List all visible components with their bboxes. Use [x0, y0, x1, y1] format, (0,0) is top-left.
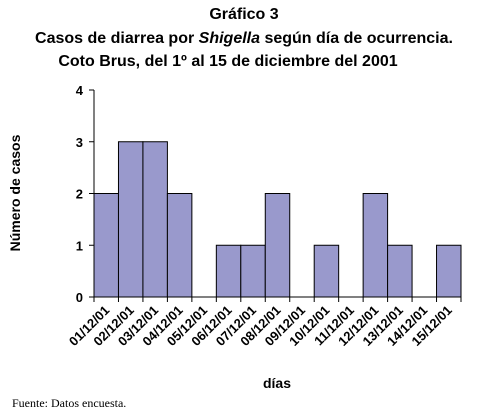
bar-03-12-01 [142, 141, 168, 298]
chart-title-line2: Casos de diarrea por Shigella según día … [35, 30, 453, 47]
y-ticks-group: 0 1 2 3 4 [76, 83, 94, 305]
chart-title-line2-post: según día de ocurrencia. [260, 30, 453, 47]
source-note: Fuente: Datos encuesta. [12, 396, 126, 410]
bars-group [93, 141, 462, 298]
bar-15-12-01 [436, 244, 462, 298]
x-ticks-group: 01/12/0102/12/0103/12/0104/12/0105/12/01… [66, 297, 462, 349]
bar-08-12-01 [264, 193, 291, 298]
bar-13-12-01 [387, 244, 413, 298]
bar-07-12-01 [240, 244, 266, 298]
chart-title-line1: Gráfico 3 [209, 6, 278, 23]
y-tick-label-4: 4 [76, 83, 84, 98]
chart-title-line2-italic: Shigella [199, 30, 260, 47]
bar-12-12-01 [362, 193, 389, 298]
y-tick-label-2: 2 [76, 187, 83, 202]
bar-06-12-01 [215, 244, 242, 298]
bar-04-12-01 [166, 193, 193, 298]
y-tick-label-1: 1 [76, 238, 83, 253]
bar-01-12-01 [93, 193, 119, 298]
bar-02-12-01 [117, 141, 144, 298]
y-tick-label-3: 3 [76, 135, 83, 150]
bar-10-12-01 [313, 244, 340, 298]
chart-title-line3: Coto Brus, del 1º al 15 de diciembre del… [58, 53, 397, 70]
y-tick-label-0: 0 [76, 290, 83, 305]
chart-title-line2-pre: Casos de diarrea por [35, 30, 199, 47]
y-axis-label: Número de casos [7, 134, 23, 251]
x-axis-label: días [263, 375, 291, 391]
